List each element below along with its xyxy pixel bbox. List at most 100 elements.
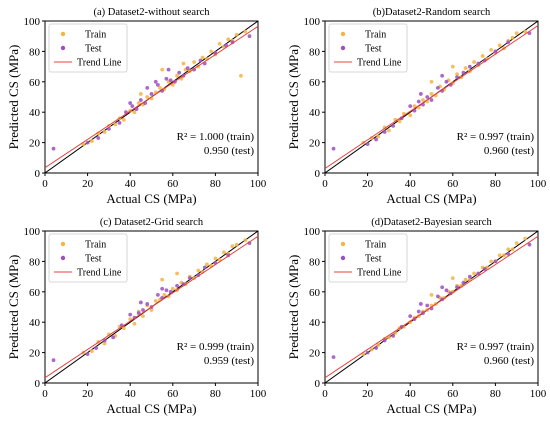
data-point-train: [376, 343, 381, 347]
r2-test-annotation: 0.950 (test): [204, 145, 254, 157]
data-point-test: [425, 303, 430, 308]
y-axis-label: Predicted CS (MPa): [286, 45, 301, 150]
legend-marker: [340, 255, 346, 261]
plot-area: [325, 21, 538, 173]
x-tick-label: 20: [82, 178, 94, 190]
data-point-train: [217, 41, 222, 46]
plot-area: [325, 231, 538, 383]
r2-train-annotation: R² = 0.997 (train): [457, 131, 535, 143]
x-axis-label: Actual CS (MPa): [386, 401, 476, 416]
data-point-test: [102, 338, 107, 343]
data-point-test: [527, 242, 532, 247]
data-point-train: [429, 92, 434, 96]
data-point-train: [243, 238, 248, 243]
chart-panel-3: (d)Dataset2-Bayesian search 0 20 40 60 80 100 0…: [286, 217, 547, 416]
data-point-test: [141, 308, 145, 312]
data-point-train: [463, 66, 468, 71]
data-point-test: [331, 146, 336, 151]
data-point-train: [489, 259, 494, 264]
data-point-train: [472, 60, 476, 64]
data-point-test: [85, 352, 90, 357]
y-axis-label: Predicted CS (MPa): [286, 255, 301, 360]
data-point-test: [461, 70, 466, 75]
data-point-test: [247, 34, 252, 39]
data-point-train: [102, 341, 107, 346]
data-point-train: [170, 286, 175, 291]
data-point-train: [429, 292, 434, 297]
y-tick-label: 40: [309, 317, 321, 329]
chart-title: (b)Dataset2-Random search: [373, 7, 491, 18]
data-point-test: [168, 289, 173, 294]
x-axis-label: Actual CS (MPa): [106, 401, 196, 416]
data-point-train: [463, 277, 468, 282]
data-point-train: [121, 326, 126, 331]
data-point-test: [448, 291, 453, 296]
x-tick-label: 20: [362, 178, 374, 190]
data-point-test: [425, 95, 430, 99]
legend-marker: [60, 241, 66, 247]
data-point-train: [429, 79, 434, 84]
data-point-train: [523, 29, 528, 34]
data-point-train: [510, 247, 515, 252]
data-point-train: [160, 277, 165, 282]
data-point-train: [387, 128, 391, 133]
r2-train-annotation: R² = 0.997 (train): [457, 341, 535, 353]
data-point-test: [198, 58, 203, 63]
data-point-train: [412, 104, 417, 109]
data-point-train: [408, 113, 413, 118]
data-point-test: [166, 67, 171, 72]
data-point-test: [374, 346, 379, 350]
x-tick-label: 40: [125, 178, 137, 190]
legend-marker: [340, 31, 346, 37]
data-point-test: [461, 280, 466, 285]
data-point-test: [155, 82, 160, 87]
y-tick-label: 60: [29, 77, 41, 89]
x-tick-label: 80: [210, 388, 222, 400]
data-point-test: [493, 259, 498, 264]
data-point-train: [506, 247, 511, 252]
plot-area: [45, 21, 258, 173]
data-point-train: [138, 92, 143, 96]
x-tick-label: 20: [362, 388, 374, 400]
y-tick-label: 0: [315, 378, 321, 390]
data-point-train: [145, 95, 150, 99]
x-tick-label: 60: [167, 388, 179, 400]
y-tick-label: 80: [309, 256, 321, 268]
data-point-train: [450, 276, 455, 281]
x-tick-label: 80: [490, 388, 502, 400]
data-point-test: [476, 271, 481, 276]
legend-label: Test: [85, 44, 102, 55]
x-tick-label: 40: [405, 388, 417, 400]
legend-label: Trend Line: [357, 58, 402, 69]
data-point-train: [209, 49, 214, 54]
legend-label: Train: [365, 240, 386, 251]
y-tick-label: 60: [29, 287, 41, 299]
data-point-train: [234, 32, 239, 37]
legend-label: Trend Line: [357, 268, 402, 279]
chart-panel-1: (b)Dataset2-Random search 0 20 40 60 80 100 0 20…: [286, 7, 547, 206]
data-point-test: [130, 104, 135, 109]
legend-marker: [60, 31, 66, 37]
data-point-test: [134, 107, 139, 112]
data-point-train: [192, 60, 197, 64]
data-point-train: [141, 314, 145, 319]
y-tick-label: 0: [35, 168, 41, 180]
x-tick-label: 60: [167, 178, 179, 190]
data-point-test: [467, 274, 472, 279]
y-tick-label: 40: [29, 107, 41, 119]
legend-label: Test: [365, 254, 382, 265]
data-point-train: [158, 85, 162, 90]
legend-box: [328, 233, 408, 283]
data-point-test: [412, 108, 417, 113]
data-point-train: [397, 119, 402, 124]
legend-label: Test: [85, 254, 102, 265]
x-tick-label: 100: [530, 178, 547, 190]
x-tick-label: 0: [322, 178, 328, 190]
plot-area: [45, 231, 258, 383]
data-point-train: [181, 61, 186, 66]
data-point-train: [222, 250, 226, 255]
data-point-train: [455, 72, 459, 77]
data-point-test: [444, 79, 449, 84]
data-point-train: [497, 253, 502, 258]
x-tick-label: 40: [125, 388, 137, 400]
